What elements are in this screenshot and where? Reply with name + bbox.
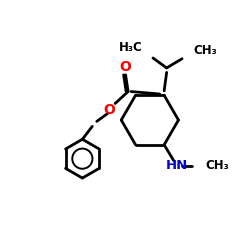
Text: O: O xyxy=(103,104,115,118)
Text: HN: HN xyxy=(166,160,188,172)
Text: O: O xyxy=(120,60,132,74)
Text: H₃C: H₃C xyxy=(119,40,142,54)
Text: CH₃: CH₃ xyxy=(205,160,229,172)
Text: CH₃: CH₃ xyxy=(194,44,217,57)
